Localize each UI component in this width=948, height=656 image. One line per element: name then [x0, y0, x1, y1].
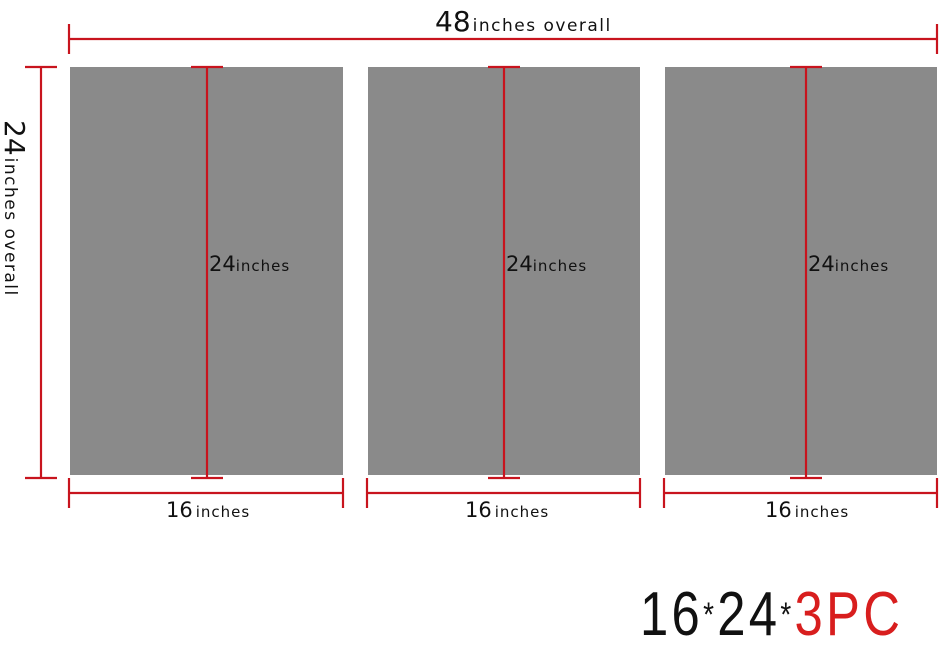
panel-2-width-label: 16 inches	[465, 498, 549, 522]
spec-separator: *	[780, 596, 795, 634]
panel-2-height-label: 24inches	[506, 252, 587, 276]
overall-height-dimension: 24inches overall	[0, 65, 57, 480]
overall-width-dimension: 48 inches overall	[67, 5, 939, 54]
spec-width: 16	[640, 580, 704, 649]
size-spec: 16*24*3PC	[640, 584, 903, 646]
spec-count: 3PC	[794, 580, 904, 649]
overall-height-label: 24inches overall	[0, 120, 31, 297]
panel-3-width-label: 16 inches	[765, 498, 849, 522]
overall-width-label: 48 inches overall	[435, 5, 612, 38]
panel-1: 24inches 16 inches	[67, 65, 345, 522]
panel-3-board	[665, 67, 937, 475]
panel-2: 24inches 16 inches	[365, 65, 642, 522]
spec-height: 24	[717, 580, 781, 649]
panel-3-height-label: 24inches	[808, 252, 889, 276]
spec-separator: *	[703, 596, 718, 634]
panel-3: 24inches 16 inches	[662, 65, 939, 522]
panel-1-height-label: 24inches	[209, 252, 290, 276]
panel-1-width-label: 16 inches	[166, 498, 250, 522]
